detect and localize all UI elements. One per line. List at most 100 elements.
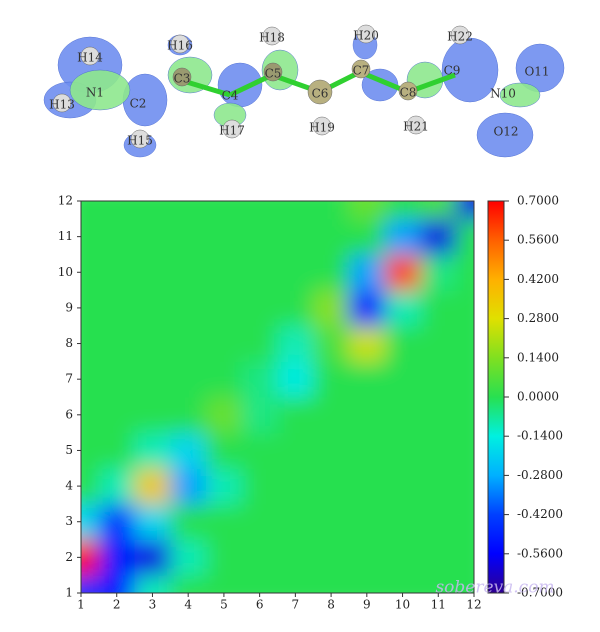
atom-label: H22 bbox=[447, 30, 473, 44]
y-tick-label: 1 bbox=[65, 586, 73, 600]
heatmap-cell bbox=[348, 218, 386, 255]
orbital-lobe bbox=[441, 37, 499, 103]
heatmap-cell bbox=[313, 432, 350, 469]
heatmap-cell bbox=[313, 325, 350, 362]
heatmap-cell bbox=[241, 325, 278, 362]
heatmap-cell bbox=[81, 397, 100, 434]
colorbar-tick-label: -0.4200 bbox=[517, 507, 563, 521]
atom-label: C2 bbox=[130, 97, 147, 111]
y-tick-label: 4 bbox=[65, 479, 73, 493]
atom bbox=[351, 59, 371, 79]
y-tick-label: 10 bbox=[58, 265, 73, 279]
heatmap-cell bbox=[81, 468, 100, 505]
heatmap-cell bbox=[384, 432, 421, 469]
orbital-lobe bbox=[515, 43, 565, 93]
heatmap-cell bbox=[420, 254, 457, 291]
heatmap-cell bbox=[170, 432, 207, 469]
heatmap-cell bbox=[81, 254, 100, 291]
heatmap-cell bbox=[384, 575, 421, 593]
heatmap-cell bbox=[277, 325, 314, 362]
heatmap-cell bbox=[348, 468, 386, 505]
atom-label: H19 bbox=[309, 121, 335, 135]
heatmap-cell bbox=[384, 254, 421, 291]
heatmap-cell bbox=[277, 575, 314, 593]
heatmap-cell bbox=[456, 575, 474, 593]
orbital-lobe bbox=[499, 82, 541, 108]
heatmap-cell bbox=[81, 503, 100, 541]
atom-label: C7 bbox=[353, 64, 370, 78]
y-tick-label: 3 bbox=[65, 514, 73, 528]
atom bbox=[80, 46, 100, 66]
x-tick-label: 4 bbox=[184, 598, 192, 612]
heatmap-cell bbox=[456, 201, 474, 220]
heatmap-cell bbox=[348, 539, 386, 576]
heatmap-cell bbox=[348, 290, 386, 327]
heatmap-clip bbox=[81, 201, 474, 593]
atom-label: C8 bbox=[400, 86, 417, 100]
atom-label: C4 bbox=[222, 89, 239, 103]
heatmap-cell bbox=[313, 468, 350, 505]
heatmap-cell bbox=[420, 503, 457, 541]
heatmap-cell bbox=[456, 503, 474, 541]
colorbar bbox=[487, 200, 505, 594]
orbital-lobe bbox=[69, 69, 131, 111]
bond bbox=[228, 72, 274, 98]
atom-label: N10 bbox=[490, 87, 516, 101]
x-tick-label: 6 bbox=[256, 598, 264, 612]
colorbar-tick-label: -0.7000 bbox=[517, 586, 563, 600]
heatmap-cell bbox=[241, 503, 278, 541]
heatmap-cell bbox=[98, 290, 136, 327]
heatmap-cell bbox=[384, 397, 421, 434]
watermark: sobereva.com bbox=[435, 578, 554, 598]
x-tick-label: 11 bbox=[431, 598, 446, 612]
heatmap-cell bbox=[420, 468, 457, 505]
x-tick-label: 3 bbox=[149, 598, 157, 612]
heatmap-cell bbox=[98, 575, 136, 593]
heatmap-cell bbox=[98, 254, 136, 291]
heatmap-cell bbox=[206, 468, 243, 505]
heatmap-cell bbox=[170, 397, 207, 434]
heatmap-cell bbox=[134, 503, 171, 541]
heatmap-cell bbox=[456, 254, 474, 291]
atom bbox=[450, 25, 470, 45]
heatmap-cell bbox=[277, 218, 314, 255]
heatmap-cell bbox=[206, 575, 243, 593]
heatmap-cell bbox=[456, 539, 474, 576]
heatmap-cell bbox=[98, 361, 136, 398]
heatmap-cell bbox=[206, 361, 243, 398]
heatmap-cell bbox=[420, 218, 457, 255]
heatmap-cell bbox=[348, 397, 386, 434]
heatmap-cell bbox=[384, 290, 421, 327]
atom-label: O12 bbox=[493, 125, 518, 139]
atom-label: N1 bbox=[86, 86, 104, 100]
colorbar-tick-label: 0.5600 bbox=[517, 233, 559, 247]
heatmap-cell bbox=[277, 468, 314, 505]
heatmap-cell bbox=[98, 397, 136, 434]
heatmap-cell bbox=[170, 468, 207, 505]
heatmap-cell bbox=[98, 218, 136, 255]
atom-label: H16 bbox=[167, 39, 193, 53]
heatmap-cell bbox=[313, 290, 350, 327]
heatmap-cell bbox=[81, 290, 100, 327]
heatmap-cell bbox=[206, 503, 243, 541]
heatmap-cell bbox=[277, 397, 314, 434]
heatmap-cell bbox=[98, 503, 136, 541]
atom-label: H17 bbox=[219, 124, 245, 138]
heatmap-cell bbox=[348, 503, 386, 541]
x-tick-label: 8 bbox=[327, 598, 335, 612]
heatmap-cell bbox=[456, 290, 474, 327]
colorbar-tick-label: -0.5600 bbox=[517, 546, 563, 560]
atom-label: H20 bbox=[353, 29, 379, 43]
colorbar-tick-label: -0.1400 bbox=[517, 429, 563, 443]
heatmap-cell bbox=[206, 290, 243, 327]
heatmap-cell bbox=[348, 201, 386, 220]
orbital-lobe bbox=[476, 112, 534, 158]
heatmap-cell bbox=[456, 397, 474, 434]
heatmap-cell bbox=[384, 325, 421, 362]
heatmap-cell bbox=[241, 397, 278, 434]
x-tick-label: 5 bbox=[220, 598, 228, 612]
x-tick-label: 10 bbox=[395, 598, 410, 612]
heatmap-cell bbox=[277, 254, 314, 291]
atom-label: C6 bbox=[312, 87, 329, 101]
heatmap-cell bbox=[134, 432, 171, 469]
